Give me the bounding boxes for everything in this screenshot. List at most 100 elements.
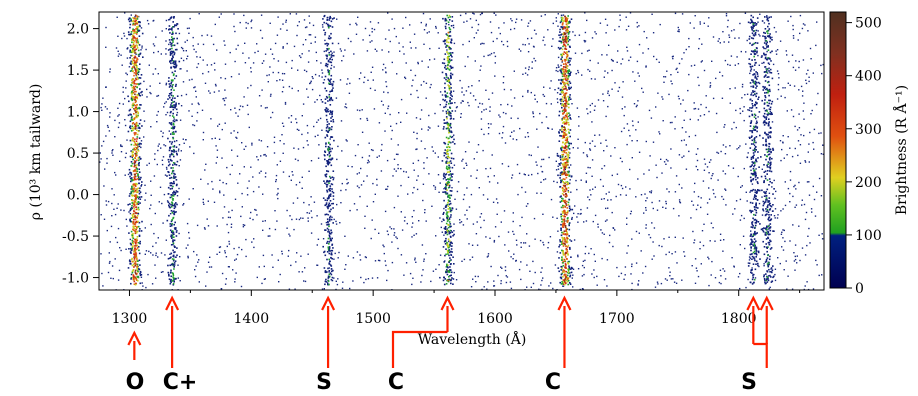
band-pixel <box>168 202 171 205</box>
band-pixel <box>323 29 325 31</box>
band-pixel <box>171 203 174 205</box>
band-pixel <box>140 74 143 76</box>
band-pixel <box>449 170 451 173</box>
band-pixel <box>329 111 332 113</box>
band-pixel <box>132 139 134 141</box>
noise-pixel <box>691 200 693 202</box>
band-pixel <box>127 130 130 133</box>
band-pixel <box>132 20 135 23</box>
band-pixel <box>134 138 136 141</box>
band-pixel <box>446 14 448 17</box>
band-pixel <box>130 150 132 152</box>
noise-pixel <box>760 56 763 58</box>
band-pixel <box>170 234 173 236</box>
band-pixel <box>450 42 453 44</box>
band-pixel <box>175 119 177 121</box>
noise-pixel <box>306 124 309 127</box>
noise-pixel <box>238 246 240 249</box>
band-pixel <box>134 108 137 110</box>
band-pixel <box>135 110 138 113</box>
band-pixel <box>137 30 140 32</box>
noise-pixel <box>521 186 523 189</box>
noise-pixel <box>743 106 745 108</box>
noise-pixel <box>820 132 822 134</box>
band-pixel <box>449 190 452 192</box>
noise-pixel <box>397 164 399 166</box>
noise-pixel <box>530 154 532 157</box>
noise-pixel <box>177 277 179 279</box>
band-pixel <box>131 82 133 84</box>
noise-pixel <box>481 111 483 113</box>
band-pixel <box>133 17 135 20</box>
noise-pixel <box>384 260 386 262</box>
band-pixel <box>136 21 138 24</box>
band-pixel <box>136 178 139 180</box>
noise-pixel <box>791 155 794 158</box>
band-pixel <box>134 264 137 267</box>
noise-pixel <box>419 118 422 120</box>
noise-pixel <box>741 83 744 86</box>
noise-pixel <box>670 278 672 280</box>
band-pixel <box>168 161 170 163</box>
noise-pixel <box>298 129 300 131</box>
noise-pixel <box>198 281 200 283</box>
band-pixel <box>175 146 178 148</box>
noise-pixel <box>634 80 636 82</box>
noise-pixel <box>748 259 751 261</box>
noise-pixel <box>733 266 735 268</box>
noise-pixel <box>251 144 253 146</box>
noise-pixel <box>403 220 406 222</box>
noise-pixel <box>407 176 410 178</box>
band-pixel <box>169 123 172 125</box>
band-pixel <box>129 49 131 52</box>
noise-pixel <box>134 16 136 18</box>
noise-pixel <box>684 110 687 112</box>
noise-pixel <box>804 254 807 256</box>
noise-pixel <box>224 63 227 65</box>
noise-pixel <box>387 185 389 188</box>
noise-pixel <box>329 57 331 60</box>
noise-pixel <box>545 116 548 118</box>
band-pixel <box>325 114 328 117</box>
noise-pixel <box>416 89 418 92</box>
noise-pixel <box>542 39 544 42</box>
noise-pixel <box>796 262 798 264</box>
band-pixel <box>173 280 175 283</box>
noise-pixel <box>678 154 681 156</box>
noise-pixel <box>156 114 158 116</box>
band-pixel <box>447 79 449 82</box>
noise-pixel <box>758 33 760 36</box>
noise-pixel <box>274 42 277 45</box>
noise-pixel <box>618 275 620 278</box>
band-pixel <box>133 149 136 151</box>
band-pixel <box>128 260 131 262</box>
noise-pixel <box>533 217 536 220</box>
noise-pixel <box>335 220 337 223</box>
band-pixel <box>448 61 451 64</box>
noise-pixel <box>708 284 710 287</box>
band-pixel <box>135 63 137 66</box>
noise-pixel <box>511 20 513 22</box>
noise-pixel <box>124 12 126 14</box>
noise-pixel <box>472 223 475 225</box>
noise-pixel <box>589 142 591 145</box>
noise-pixel <box>340 189 342 192</box>
band-pixel <box>134 227 136 230</box>
band-pixel <box>175 277 177 280</box>
band-pixel <box>447 271 450 273</box>
noise-pixel <box>296 128 299 131</box>
band-pixel <box>130 178 133 181</box>
band-pixel <box>330 83 332 85</box>
noise-pixel <box>688 37 690 40</box>
band-pixel <box>176 23 179 25</box>
band-pixel <box>170 203 172 206</box>
noise-pixel <box>153 19 155 22</box>
band-pixel <box>135 238 138 240</box>
band-pixel <box>327 23 329 26</box>
band-pixel <box>451 173 454 175</box>
band-pixel <box>135 48 138 51</box>
noise-pixel <box>757 54 759 57</box>
band-pixel <box>447 145 450 148</box>
band-pixel <box>170 45 173 47</box>
band-pixel <box>449 135 452 138</box>
